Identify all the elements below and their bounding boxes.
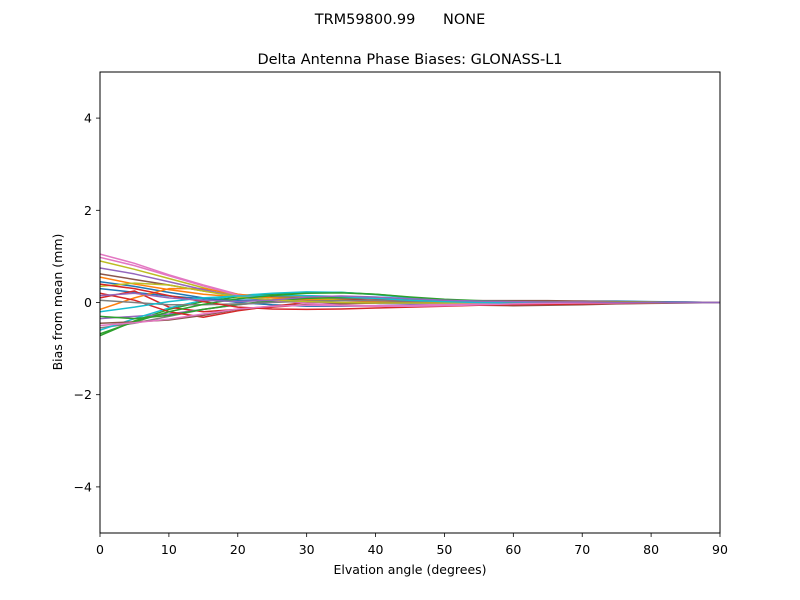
y-tick-label: −4 [74,479,92,494]
chart-title: Delta Antenna Phase Biases: GLONASS-L1 [257,52,562,68]
series-line-24 [100,292,720,304]
x-tick-label: 20 [230,542,246,557]
x-tick-label: 50 [436,542,452,557]
suptitle: TRM59800.99 NONE [314,12,486,28]
x-axis-ticks: 0 10 20 30 40 50 60 70 80 90 [96,533,728,557]
x-tick-label: 0 [96,542,104,557]
y-axis-label: Bias from mean (mm) [50,234,65,371]
x-axis-label: Elvation angle (degrees) [333,562,486,577]
x-tick-label: 40 [368,542,384,557]
x-tick-label: 60 [505,542,521,557]
y-tick-label: 2 [84,203,92,218]
y-tick-label: 4 [84,111,92,126]
x-tick-label: 30 [299,542,315,557]
y-axis-ticks: −4 −2 0 2 4 [74,111,100,494]
plot-area [99,71,721,534]
x-tick-label: 10 [161,542,177,557]
y-tick-label: 0 [84,295,92,310]
x-tick-label: 90 [712,542,728,557]
x-tick-label: 80 [643,542,659,557]
series-line-7 [100,253,720,304]
x-tick-label: 70 [574,542,590,557]
series-lines [100,253,720,337]
y-tick-label: −2 [74,387,92,402]
